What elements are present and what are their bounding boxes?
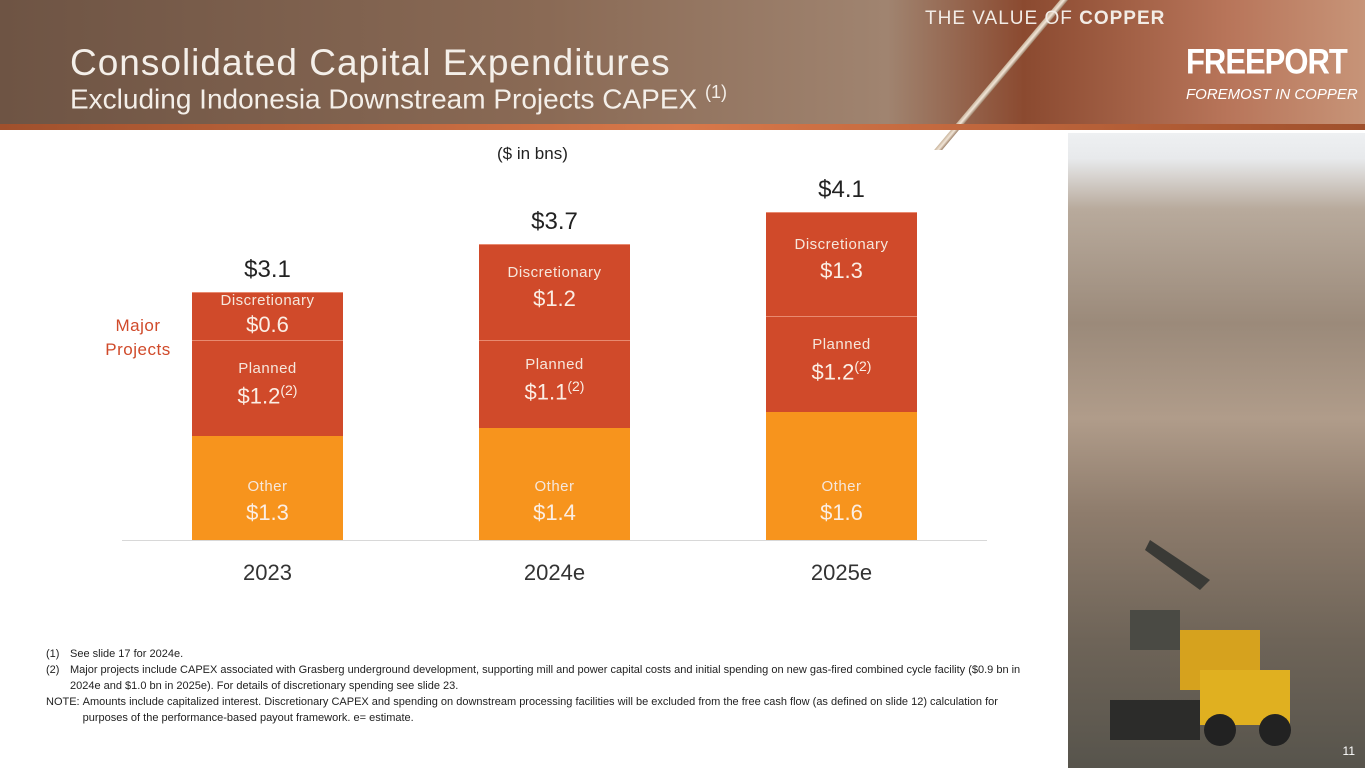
footnote-note: NOTE: Amounts include capitalized interes… (46, 696, 998, 724)
footnote-marker: (2) (567, 378, 585, 394)
footnote-marker: (2) (280, 382, 298, 398)
bar-total-label: $3.1 (244, 256, 291, 283)
mining-shovel-image (1110, 540, 1291, 746)
segment-value-text: $1.2 (237, 383, 281, 409)
bar-total-label: $3.7 (531, 208, 578, 235)
footnote-marker: (2) (854, 358, 872, 374)
major-projects-label: Major Projects (105, 316, 171, 359)
segment-value: $1.4 (479, 500, 630, 526)
segment-value: $1.2(2) (766, 358, 917, 385)
brand-logo: FREEPORT (1186, 41, 1348, 82)
footnote-marker: (1) (704, 82, 727, 102)
segment-label: Planned (525, 356, 584, 373)
segment-value: $1.2 (479, 286, 630, 312)
segment-label: Planned (238, 360, 297, 377)
segment-label: Other (821, 478, 862, 495)
bar-segment-other (479, 428, 630, 540)
page-title: Consolidated Capital Expenditures (70, 42, 671, 83)
page-number: 11 (1342, 744, 1355, 758)
bar-segment-planned (766, 316, 917, 412)
bar-segment-discretionary (766, 212, 917, 316)
segment-value: $1.3 (766, 258, 917, 284)
segment-value: $1.3 (192, 500, 343, 526)
header-banner (0, 0, 1365, 128)
x-tick-label: 2025e (810, 560, 873, 585)
segment-value-text: $1.1 (524, 379, 568, 405)
segment-value-text: $1.6 (820, 500, 863, 525)
x-tick-label: 2024e (523, 560, 586, 585)
brand-tagline: FOREMOST IN COPPER (1186, 86, 1358, 103)
page-subtitle: Excluding Indonesia Downstream Projects … (70, 82, 727, 115)
bar-segment-planned (479, 340, 630, 428)
segment-label: Discretionary (507, 264, 602, 281)
segment-value-text: $1.3 (820, 258, 863, 283)
segment-value-text: $1.2 (533, 286, 576, 311)
units-label: ($ in bns) (497, 144, 568, 163)
x-axis-line (122, 540, 987, 541)
footnote-2: (2) Major projects include CAPEX associat… (46, 664, 1021, 692)
segment-value: $1.6 (766, 500, 917, 526)
segment-value: $1.2(2) (192, 382, 343, 409)
segment-label: Planned (812, 336, 871, 353)
segment-value-text: $1.3 (246, 500, 289, 525)
segment-value-text: $1.4 (533, 500, 576, 525)
bar-segment-other (192, 436, 343, 540)
tagline: THE VALUE OF COPPER (925, 8, 1166, 29)
bar-segment-planned (192, 340, 343, 436)
segment-value-text: $1.2 (811, 359, 855, 385)
segment-label: Other (534, 478, 575, 495)
bar-segment-discretionary (192, 292, 343, 340)
capex-stacked-bar-chart: Other $1.3 Planned $1.2(2) Discretionary $0.6… (192, 176, 917, 585)
segment-label: Other (247, 478, 288, 495)
segment-label: Discretionary (220, 292, 315, 309)
bar-segment-discretionary (479, 244, 630, 340)
segment-value: $0.6 (192, 312, 343, 338)
x-tick-label: 2023 (243, 560, 292, 585)
bar-segment-other (766, 412, 917, 540)
footnotes: (1) See slide 17 for 2024e. (2) Major proj… (46, 646, 1046, 726)
header-divider (0, 124, 1365, 130)
segment-value-text: $0.6 (246, 312, 289, 337)
segment-value: $1.1(2) (479, 378, 630, 405)
segment-label: Discretionary (794, 236, 889, 253)
footnote-1: (1) See slide 17 for 2024e. (46, 648, 184, 660)
bar-total-label: $4.1 (818, 176, 865, 203)
